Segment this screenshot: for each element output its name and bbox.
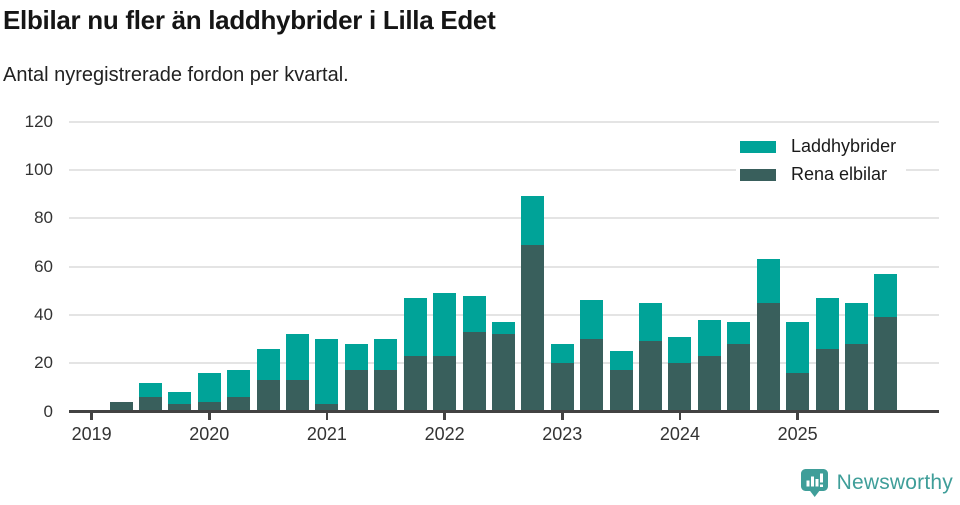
legend-label: Rena elbilar bbox=[791, 164, 887, 185]
bar-segment-laddhybrider bbox=[404, 298, 427, 356]
y-axis-tick-label: 40 bbox=[3, 305, 53, 325]
x-axis-tick-label: 2025 bbox=[768, 424, 828, 445]
bar-segment-laddhybrider bbox=[639, 303, 662, 342]
y-axis-tick-label: 0 bbox=[3, 402, 53, 422]
bar-segment-laddhybrider bbox=[757, 259, 780, 303]
legend-item-rena-elbilar: Rena elbilar bbox=[740, 163, 896, 186]
bar-segment-rena-elbilar bbox=[727, 344, 750, 412]
y-axis-tick-label: 80 bbox=[3, 208, 53, 228]
bar-segment-laddhybrider bbox=[521, 196, 544, 244]
x-axis-tick-label: 2019 bbox=[62, 424, 122, 445]
legend-label: Laddhybrider bbox=[791, 136, 896, 157]
x-axis-tick bbox=[443, 413, 446, 420]
y-axis-tick-label: 100 bbox=[3, 160, 53, 180]
x-axis-tick bbox=[208, 413, 211, 420]
bar-segment-laddhybrider bbox=[227, 370, 250, 397]
gridline bbox=[69, 266, 939, 268]
x-axis-tick-label: 2021 bbox=[297, 424, 357, 445]
bar-segment-laddhybrider bbox=[816, 298, 839, 349]
y-axis-tick-label: 120 bbox=[3, 112, 53, 132]
legend-swatch-laddhybrider bbox=[740, 141, 776, 153]
gridline bbox=[69, 121, 939, 123]
bar-chart: 0 20 40 60 80 100 120 2019 2020 2021 2022 2023 2024 2… bbox=[0, 0, 960, 505]
bar-segment-rena-elbilar bbox=[816, 349, 839, 412]
gridline bbox=[69, 314, 939, 316]
x-axis-tick bbox=[679, 413, 682, 420]
y-axis-tick-label: 20 bbox=[3, 353, 53, 373]
bar-segment-laddhybrider bbox=[286, 334, 309, 380]
bar-segment-laddhybrider bbox=[374, 339, 397, 370]
bar-segment-rena-elbilar bbox=[698, 356, 721, 412]
x-axis-tick-label: 2022 bbox=[415, 424, 475, 445]
bar-segment-laddhybrider bbox=[874, 274, 897, 318]
bar-segment-laddhybrider bbox=[139, 383, 162, 398]
x-axis-tick bbox=[90, 413, 93, 420]
bar-segment-rena-elbilar bbox=[668, 363, 691, 411]
x-axis-tick-label: 2020 bbox=[179, 424, 239, 445]
legend-swatch-rena-elbilar bbox=[740, 169, 776, 181]
bar-segment-laddhybrider bbox=[580, 300, 603, 339]
bar-segment-rena-elbilar bbox=[345, 370, 368, 411]
newsworthy-logo-text: Newsworthy bbox=[837, 471, 953, 495]
bar-segment-laddhybrider bbox=[463, 296, 486, 332]
bar-segment-laddhybrider bbox=[610, 351, 633, 370]
bar-segment-rena-elbilar bbox=[404, 356, 427, 412]
bar-segment-rena-elbilar bbox=[521, 245, 544, 412]
x-axis-tick-label: 2024 bbox=[650, 424, 710, 445]
bar-segment-rena-elbilar bbox=[374, 370, 397, 411]
newsworthy-logo-icon bbox=[800, 468, 829, 498]
bar-segment-rena-elbilar bbox=[463, 332, 486, 412]
bar-segment-laddhybrider bbox=[698, 320, 721, 356]
x-axis-line bbox=[69, 410, 939, 413]
bar-segment-laddhybrider bbox=[492, 322, 515, 334]
bar-segment-laddhybrider bbox=[551, 344, 574, 363]
x-axis-tick bbox=[796, 413, 799, 420]
bar-segment-rena-elbilar bbox=[757, 303, 780, 412]
y-axis-tick-label: 60 bbox=[3, 257, 53, 277]
bar-segment-rena-elbilar bbox=[845, 344, 868, 412]
bar-segment-rena-elbilar bbox=[639, 341, 662, 411]
gridline bbox=[69, 217, 939, 219]
bar-segment-rena-elbilar bbox=[580, 339, 603, 412]
x-axis-tick bbox=[561, 413, 564, 420]
bar-segment-rena-elbilar bbox=[433, 356, 456, 412]
bar-segment-rena-elbilar bbox=[786, 373, 809, 412]
x-axis-tick-label: 2023 bbox=[532, 424, 592, 445]
bar-segment-rena-elbilar bbox=[492, 334, 515, 411]
x-axis-tick bbox=[326, 413, 329, 420]
bar-segment-laddhybrider bbox=[168, 392, 191, 404]
newsworthy-logo: Newsworthy bbox=[800, 468, 953, 498]
bar-segment-laddhybrider bbox=[257, 349, 280, 380]
bar-segment-laddhybrider bbox=[727, 322, 750, 344]
bar-segment-rena-elbilar bbox=[874, 317, 897, 411]
chart-legend: Laddhybrider Rena elbilar bbox=[736, 133, 906, 190]
bar-segment-rena-elbilar bbox=[286, 380, 309, 411]
bar-segment-laddhybrider bbox=[845, 303, 868, 344]
bar-segment-rena-elbilar bbox=[257, 380, 280, 411]
legend-item-laddhybrider: Laddhybrider bbox=[740, 135, 896, 158]
bar-segment-laddhybrider bbox=[345, 344, 368, 371]
bar-segment-laddhybrider bbox=[198, 373, 221, 402]
bar-segment-laddhybrider bbox=[786, 322, 809, 373]
bar-segment-laddhybrider bbox=[315, 339, 338, 404]
bar-segment-laddhybrider bbox=[433, 293, 456, 356]
bar-segment-rena-elbilar bbox=[610, 370, 633, 411]
bar-segment-rena-elbilar bbox=[551, 363, 574, 411]
bar-segment-laddhybrider bbox=[668, 337, 691, 364]
